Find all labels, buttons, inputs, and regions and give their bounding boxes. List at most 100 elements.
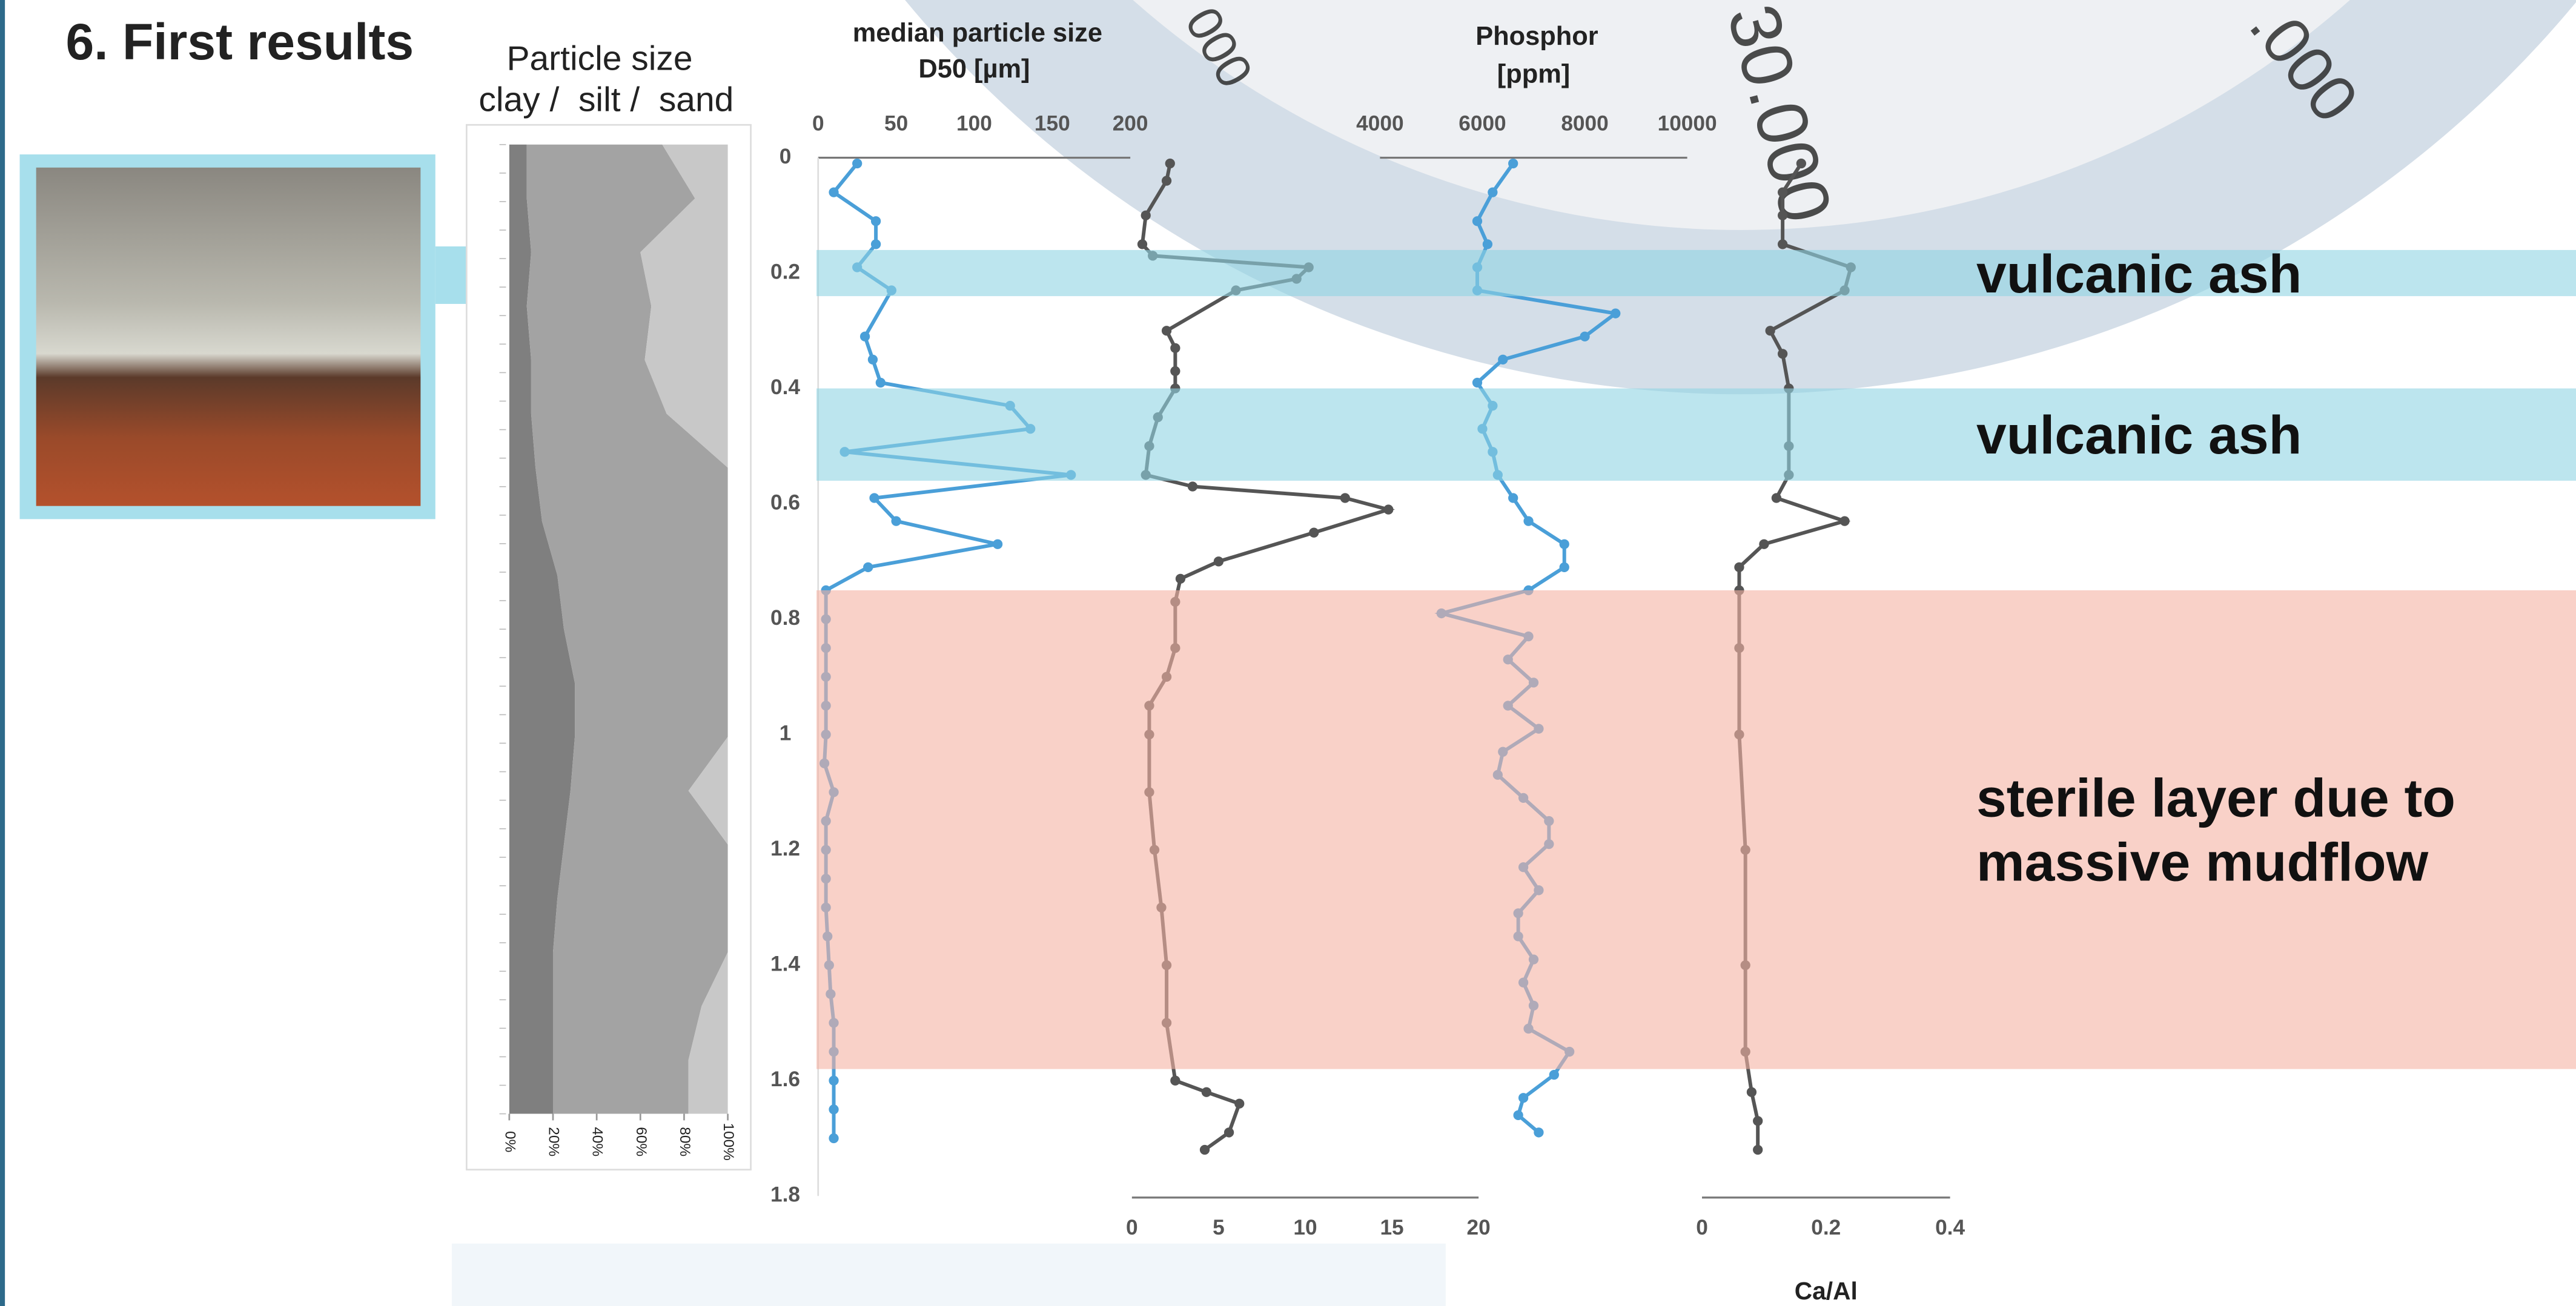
point xyxy=(1488,187,1497,197)
chart-title: Phosphor xyxy=(1475,22,1598,51)
chart-subtitle: clay / silt / sand xyxy=(478,80,733,119)
band-label: vulcanic ash xyxy=(1976,389,2535,481)
point xyxy=(829,1133,838,1143)
band-label-box: vulcanic ash xyxy=(1976,250,2535,296)
y-tick-label: 0.4 xyxy=(770,375,800,399)
chart-title: median particle size xyxy=(853,18,1102,47)
point xyxy=(829,1104,838,1114)
point xyxy=(1340,493,1350,503)
point xyxy=(829,1076,838,1086)
point xyxy=(1549,1070,1559,1080)
x-tick-label: 10000 xyxy=(1658,112,1717,136)
x-tick-label: 8000 xyxy=(1561,112,1608,136)
slide-title: 6. First results xyxy=(65,13,414,70)
point xyxy=(993,539,1002,549)
slide: 6. First results 00030.000.000Particle s… xyxy=(0,0,2576,1306)
x-tick-label: 20% xyxy=(546,1127,562,1156)
point xyxy=(1188,481,1197,491)
point xyxy=(1778,187,1787,197)
point xyxy=(1508,493,1518,503)
point xyxy=(1176,574,1185,584)
band-label-box: vulcanic ash xyxy=(1976,389,2535,481)
point xyxy=(1611,309,1620,318)
point xyxy=(1560,562,1569,572)
point xyxy=(1523,516,1533,526)
x-tick-label: 0.2 xyxy=(1811,1216,1841,1239)
point xyxy=(1560,539,1569,549)
x-tick-label: 50 xyxy=(884,112,908,136)
x-tick-label: 6000 xyxy=(1459,112,1506,136)
x-tick-label: 40% xyxy=(589,1127,606,1156)
y-tick-label: 0 xyxy=(780,145,792,168)
point xyxy=(1170,343,1180,353)
x-tick-label: 0.4 xyxy=(1935,1216,1965,1239)
point xyxy=(1224,1127,1234,1137)
point xyxy=(1778,211,1787,220)
point xyxy=(1162,326,1171,335)
x-tick-label: 0 xyxy=(812,112,824,136)
point xyxy=(1214,556,1223,566)
page: {"slide_title": "6. First results", "bac… xyxy=(0,0,2576,1306)
soil-photo xyxy=(36,168,421,506)
y-tick-label: 1.4 xyxy=(770,952,800,975)
y-tick-label: 0.6 xyxy=(770,490,800,514)
point xyxy=(1483,239,1492,249)
point xyxy=(1498,355,1508,364)
x-tick-label: 200 xyxy=(1113,112,1148,136)
point xyxy=(1309,528,1319,538)
point xyxy=(1839,516,1849,526)
point xyxy=(876,378,886,388)
point xyxy=(869,493,879,503)
point xyxy=(1137,239,1147,249)
point xyxy=(1778,239,1787,249)
point xyxy=(852,159,862,168)
point xyxy=(1383,504,1393,514)
point xyxy=(1514,1110,1523,1120)
point xyxy=(868,355,878,364)
point xyxy=(1165,159,1175,168)
point xyxy=(1766,326,1775,335)
point xyxy=(1518,1093,1528,1103)
y-tick-label: 0.2 xyxy=(770,260,800,283)
x-axis-label: Ca/Al xyxy=(1795,1277,1858,1305)
x-tick-label: 4000 xyxy=(1356,112,1403,136)
band-label: sterile layer due to massive mudflow xyxy=(1976,590,2535,1069)
x-tick-label: 60% xyxy=(633,1127,649,1156)
point xyxy=(1772,493,1781,503)
point xyxy=(1747,1087,1757,1097)
x-tick-label: 100% xyxy=(720,1123,737,1160)
point xyxy=(1141,211,1151,220)
point xyxy=(1170,1076,1180,1086)
y-tick-label: 0.8 xyxy=(770,606,800,630)
x-tick-label: 5 xyxy=(1213,1216,1225,1239)
chart-title: Particle size xyxy=(507,39,693,78)
x-tick-label: 0 xyxy=(1126,1216,1138,1239)
point xyxy=(1778,349,1787,358)
x-tick-label: 10 xyxy=(1293,1216,1317,1239)
point xyxy=(891,516,901,526)
point xyxy=(860,332,870,341)
point xyxy=(1234,1099,1244,1109)
point xyxy=(1472,216,1482,226)
point xyxy=(1753,1116,1763,1126)
x-tick-label: 0% xyxy=(502,1131,518,1152)
point xyxy=(1580,332,1589,341)
point xyxy=(871,239,881,249)
point xyxy=(829,187,838,197)
point xyxy=(1734,562,1744,572)
point xyxy=(863,562,873,572)
point xyxy=(1202,1087,1211,1097)
x-tick-label: 20 xyxy=(1467,1216,1491,1239)
y-tick-label: 1.2 xyxy=(770,837,800,860)
point xyxy=(1796,159,1806,168)
x-tick-label: 0 xyxy=(1696,1216,1708,1239)
body: 6. First results 00030.000.000Particle s… xyxy=(0,0,2576,1306)
x-tick-label: 150 xyxy=(1035,112,1070,136)
x-tick-label: 15 xyxy=(1380,1216,1403,1239)
point xyxy=(1472,378,1482,388)
chart-unit: D50 [µm] xyxy=(918,54,1030,84)
point xyxy=(1508,159,1518,168)
point xyxy=(1753,1145,1763,1155)
point xyxy=(1534,1127,1543,1137)
bottom-panel xyxy=(452,1244,1446,1306)
